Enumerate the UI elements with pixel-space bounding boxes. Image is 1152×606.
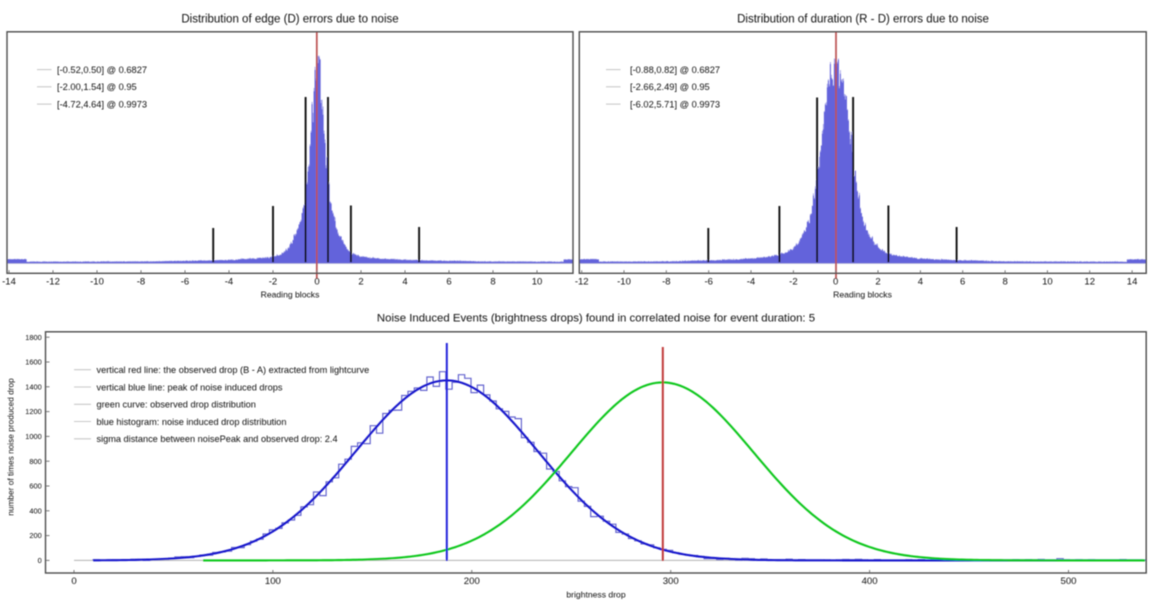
svg-text:2: 2: [358, 276, 363, 287]
svg-text:[-2.66,2.49] @ 0.95: [-2.66,2.49] @ 0.95: [630, 82, 710, 92]
svg-text:-14: -14: [2, 276, 16, 287]
svg-text:brightness drop: brightness drop: [566, 590, 625, 600]
svg-text:6: 6: [960, 276, 965, 287]
svg-text:4: 4: [402, 276, 407, 287]
svg-text:12: 12: [1084, 276, 1095, 287]
svg-text:-4: -4: [225, 276, 233, 287]
svg-text:vertical red line: the observe: vertical red line: the observed drop (B …: [97, 365, 370, 375]
svg-text:Distribution of edge (D) error: Distribution of edge (D) errors due to n…: [181, 14, 398, 26]
svg-text:Reading blocks: Reading blocks: [833, 290, 892, 300]
svg-text:-2: -2: [789, 276, 797, 287]
svg-text:-8: -8: [662, 276, 670, 287]
svg-text:1600: 1600: [25, 358, 41, 367]
svg-text:[-4.72,4.64] @ 0.9973: [-4.72,4.64] @ 0.9973: [57, 99, 147, 109]
svg-text:100: 100: [265, 576, 281, 587]
svg-text:200: 200: [29, 531, 41, 540]
svg-text:1000: 1000: [25, 432, 41, 441]
svg-text:-6: -6: [181, 276, 189, 287]
svg-text:[-6.02,5.71] @ 0.9973: [-6.02,5.71] @ 0.9973: [630, 99, 720, 109]
svg-text:[-0.88,0.82] @ 0.6827: [-0.88,0.82] @ 0.6827: [630, 65, 720, 75]
svg-text:0: 0: [314, 276, 319, 287]
svg-text:-10: -10: [617, 276, 631, 287]
svg-text:-12: -12: [46, 276, 60, 287]
svg-text:0: 0: [833, 276, 838, 287]
svg-text:0: 0: [71, 576, 76, 587]
svg-text:number of times noise produced: number of times noise produced drop: [6, 378, 16, 516]
svg-text:10: 10: [532, 276, 543, 287]
svg-text:[-0.52,0.50] @ 0.6827: [-0.52,0.50] @ 0.6827: [57, 65, 147, 75]
svg-text:8: 8: [490, 276, 495, 287]
svg-text:Distribution of duration (R -: Distribution of duration (R - D) errors …: [737, 14, 989, 26]
svg-text:-4: -4: [747, 276, 755, 287]
svg-text:400: 400: [862, 576, 878, 587]
svg-text:-8: -8: [137, 276, 145, 287]
svg-text:1400: 1400: [25, 382, 41, 391]
svg-text:blue histogram: noise induced: blue histogram: noise induced drop distr…: [97, 417, 287, 427]
svg-text:1200: 1200: [25, 407, 41, 416]
svg-text:300: 300: [663, 576, 679, 587]
svg-text:green curve: observed drop dis: green curve: observed drop distribution: [97, 400, 256, 410]
svg-text:14: 14: [1127, 276, 1138, 287]
svg-text:800: 800: [29, 457, 41, 466]
svg-text:1800: 1800: [25, 333, 41, 342]
svg-text:600: 600: [29, 482, 41, 491]
svg-text:10: 10: [1042, 276, 1053, 287]
svg-text:vertical blue line: peak of no: vertical blue line: peak of noise induce…: [97, 382, 283, 392]
svg-text:8: 8: [1002, 276, 1007, 287]
svg-text:500: 500: [1060, 576, 1076, 587]
svg-text:Reading blocks: Reading blocks: [261, 290, 320, 300]
svg-text:-2: -2: [269, 276, 277, 287]
svg-text:6: 6: [446, 276, 451, 287]
svg-text:400: 400: [29, 506, 41, 515]
svg-text:[-2.00,1.54] @ 0.95: [-2.00,1.54] @ 0.95: [57, 82, 137, 92]
svg-text:Noise Induced Events (brightne: Noise Induced Events (brightness drops) …: [377, 313, 815, 325]
svg-text:-10: -10: [90, 276, 104, 287]
svg-text:sigma distance between noisePe: sigma distance between noisePeak and obs…: [97, 434, 338, 444]
svg-text:4: 4: [918, 276, 923, 287]
svg-text:2: 2: [875, 276, 880, 287]
svg-text:-12: -12: [575, 276, 589, 287]
svg-text:0: 0: [38, 556, 42, 565]
svg-text:-6: -6: [704, 276, 712, 287]
svg-text:200: 200: [464, 576, 480, 587]
